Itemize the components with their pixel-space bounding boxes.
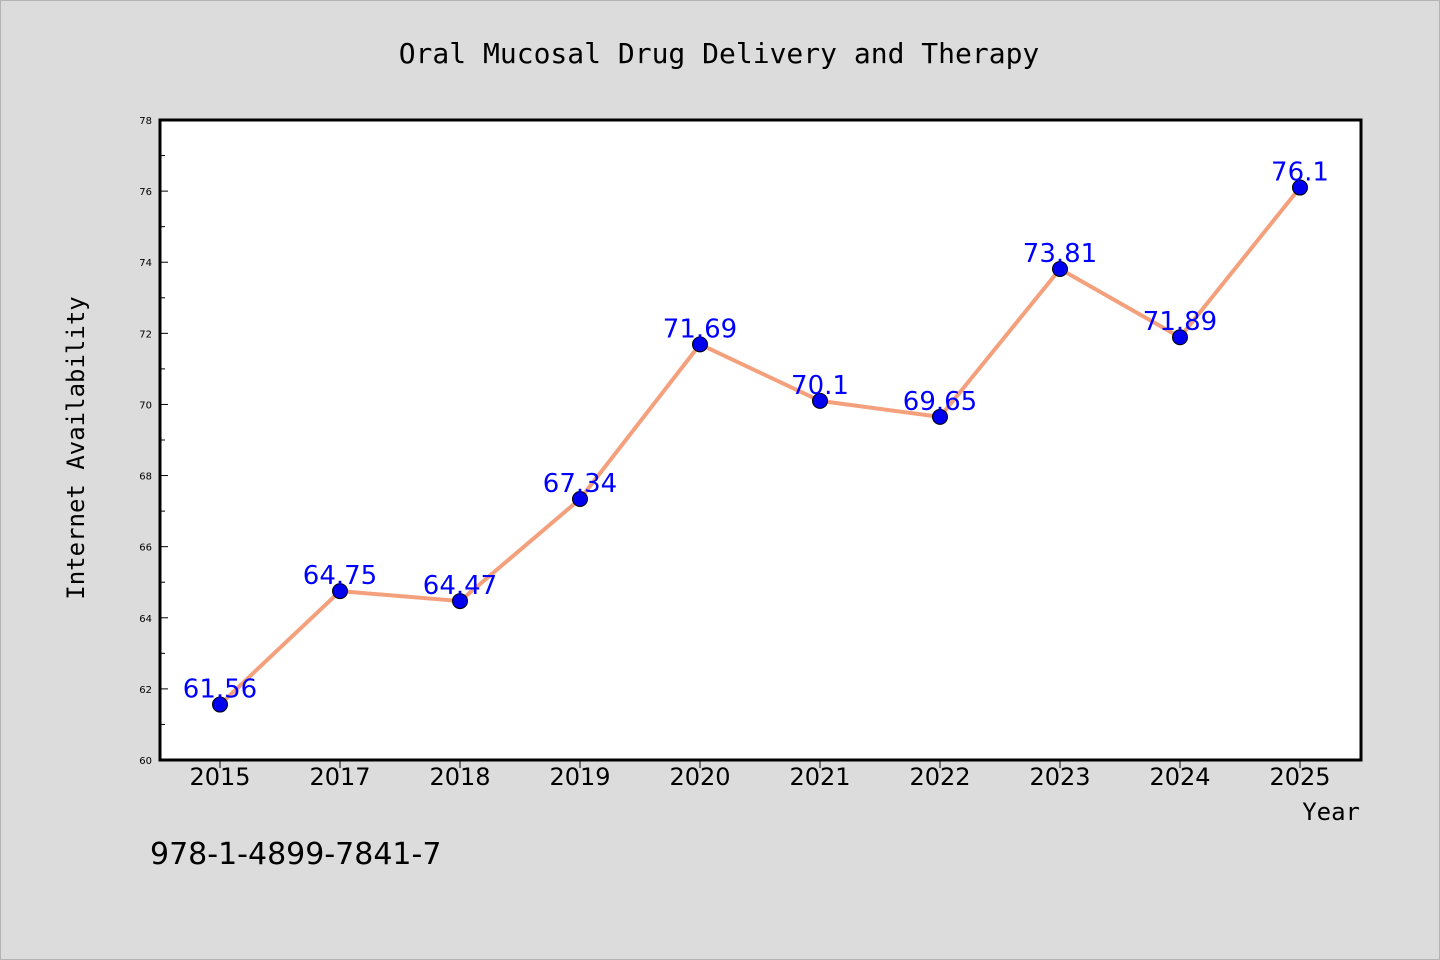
x-tick-label: 2025 bbox=[1269, 763, 1330, 791]
data-point bbox=[212, 696, 228, 713]
chart-title: Oral Mucosal Drug Delivery and Therapy bbox=[399, 37, 1040, 70]
isbn-text: 978-1-4899-7841-7 bbox=[150, 837, 441, 872]
data-point bbox=[1052, 260, 1068, 277]
x-tick-label: 2022 bbox=[909, 763, 970, 791]
data-label: 73.81 bbox=[1023, 239, 1097, 269]
y-tick-label: 62 bbox=[139, 685, 152, 696]
y-axis-label: Internet Availability bbox=[62, 296, 90, 599]
data-label: 64.47 bbox=[423, 571, 497, 601]
data-label: 71.89 bbox=[1143, 307, 1217, 337]
data-label: 71.69 bbox=[663, 314, 737, 344]
data-point bbox=[812, 392, 828, 409]
data-label: 61.56 bbox=[183, 675, 257, 705]
data-point bbox=[572, 491, 588, 508]
data-point bbox=[692, 336, 708, 353]
data-point bbox=[1292, 179, 1308, 196]
y-tick-label: 68 bbox=[139, 472, 152, 483]
data-point bbox=[1172, 329, 1188, 346]
data-label: 70.1 bbox=[791, 371, 849, 401]
x-tick-label: 2018 bbox=[429, 763, 490, 791]
x-tick-label: 2017 bbox=[309, 763, 370, 791]
x-tick-label: 2015 bbox=[189, 763, 250, 791]
plot-area bbox=[158, 118, 1363, 762]
data-point bbox=[332, 583, 348, 600]
series-line bbox=[218, 186, 1302, 706]
x-axis-label: Year bbox=[1302, 798, 1360, 826]
x-tick-label: 2023 bbox=[1029, 763, 1090, 791]
x-tick-label: 2021 bbox=[789, 763, 850, 791]
y-tick-label: 78 bbox=[139, 116, 152, 127]
x-tick-label: 2024 bbox=[1149, 763, 1210, 791]
data-label: 67.34 bbox=[543, 469, 617, 499]
data-label: 76.1 bbox=[1271, 158, 1329, 188]
y-tick-label: 70 bbox=[139, 400, 152, 411]
y-tick-label: 64 bbox=[139, 614, 152, 625]
y-tick-label: 72 bbox=[139, 329, 152, 340]
series-group bbox=[212, 179, 1308, 713]
data-point bbox=[932, 408, 948, 425]
x-axis: 2015 2017 2018 2019 2020 2021 2022 2023 2024 2025 bbox=[189, 760, 1331, 791]
y-tick-label: 60 bbox=[139, 756, 152, 767]
data-point bbox=[452, 593, 468, 610]
data-labels: 61.56 64.75 64.47 67.34 71.69 70.1 69.65 73.81 7… bbox=[183, 158, 1329, 705]
data-label: 69.65 bbox=[903, 387, 977, 417]
y-axis: 60 62 64 66 68 70 72 74 76 78 bbox=[139, 116, 168, 767]
y-tick-label: 76 bbox=[139, 187, 152, 198]
x-tick-label: 2019 bbox=[549, 763, 610, 791]
y-tick-label: 66 bbox=[139, 543, 152, 554]
x-tick-label: 2020 bbox=[669, 763, 730, 791]
y-tick-label: 74 bbox=[139, 258, 152, 269]
data-label: 64.75 bbox=[303, 561, 377, 591]
